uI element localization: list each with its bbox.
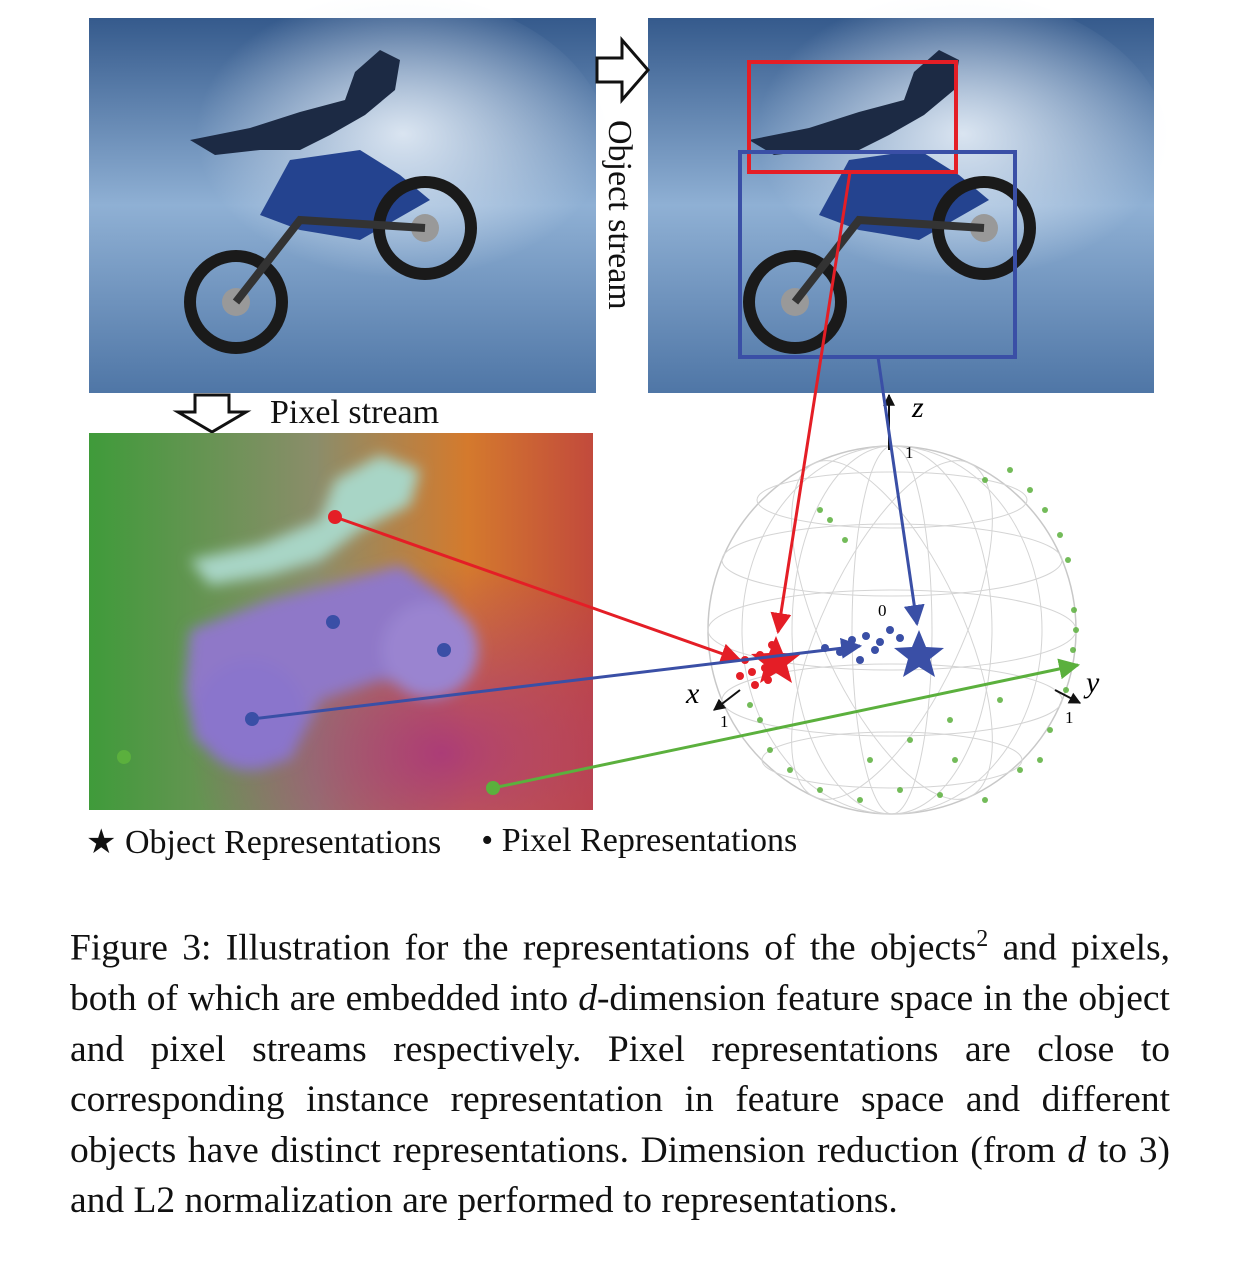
legend-object-label: Object Representations xyxy=(124,824,442,861)
caption-d-symbol-2: d xyxy=(1067,1129,1087,1171)
rider-object-star xyxy=(751,636,801,683)
pixel-stream-label: Pixel stream xyxy=(270,394,440,431)
legend: ★ Object Representations • Pixel Represe… xyxy=(86,822,797,862)
x-axis xyxy=(713,689,741,711)
x-axis-label: x xyxy=(685,677,700,710)
person-bounding-box xyxy=(747,60,958,174)
pixel-dot-bike-2 xyxy=(437,643,451,657)
pixel-dot-bike-1 xyxy=(326,615,340,629)
legend-object-item: ★ Object Representations xyxy=(86,822,441,862)
star-icon: ★ xyxy=(86,824,117,861)
caption-footnote-mark: 2 xyxy=(976,926,989,952)
legend-pixel-label: Pixel Representations xyxy=(501,822,798,859)
z-tick-label: 1 xyxy=(905,443,914,462)
object-stream-label: Object stream xyxy=(601,120,638,310)
figure-caption: Figure 3: Illustration for the represent… xyxy=(70,914,1170,1227)
input-photo-left xyxy=(89,0,610,393)
pixel-stream-arrow-icon xyxy=(172,393,252,434)
caption-d-symbol-1: d xyxy=(578,978,597,1019)
caption-text-b: -dimension feature space in the object a… xyxy=(70,978,1170,1171)
origin-tick-label: 0 xyxy=(878,601,887,620)
object-stream-arrow-icon xyxy=(595,35,650,105)
y-axis xyxy=(1054,689,1082,704)
pixel-dot-background-1 xyxy=(117,750,131,764)
motorbike-bounding-box xyxy=(738,150,1017,359)
bike-box-to-star-arrow xyxy=(876,356,925,627)
caption-prefix: Figure 3: Illustration for the represent… xyxy=(70,927,977,969)
background-pixel-cluster xyxy=(747,467,1079,803)
motocross-rider-silhouette xyxy=(184,50,477,354)
rider-pixel-to-sphere-arrow xyxy=(334,515,742,664)
caption-text-a: and pixels, both of which are embedded i… xyxy=(70,927,1171,1020)
bike-object-star xyxy=(894,630,944,677)
bike-pixel-to-sphere-arrow xyxy=(251,637,863,721)
x-tick-label: 1 xyxy=(720,712,729,731)
input-photo-right xyxy=(648,0,1170,393)
y-tick-label: 1 xyxy=(1065,708,1074,727)
caption-text-c: to 3) and L2 normalization are performed… xyxy=(70,1129,1170,1222)
z-axis-label: z xyxy=(911,391,924,424)
dot-icon: • xyxy=(481,822,494,859)
background-pixel-to-sphere-arrow xyxy=(492,658,1081,790)
person-box-to-star-arrow xyxy=(770,171,852,635)
figure-illustration: z x y 1 1 1 0 xyxy=(89,0,1170,815)
pixel-feature-map xyxy=(89,433,593,810)
bike-pixel-cluster xyxy=(821,626,904,664)
legend-pixel-item: • Pixel Representations xyxy=(481,822,797,862)
y-axis-label: y xyxy=(1083,666,1100,699)
